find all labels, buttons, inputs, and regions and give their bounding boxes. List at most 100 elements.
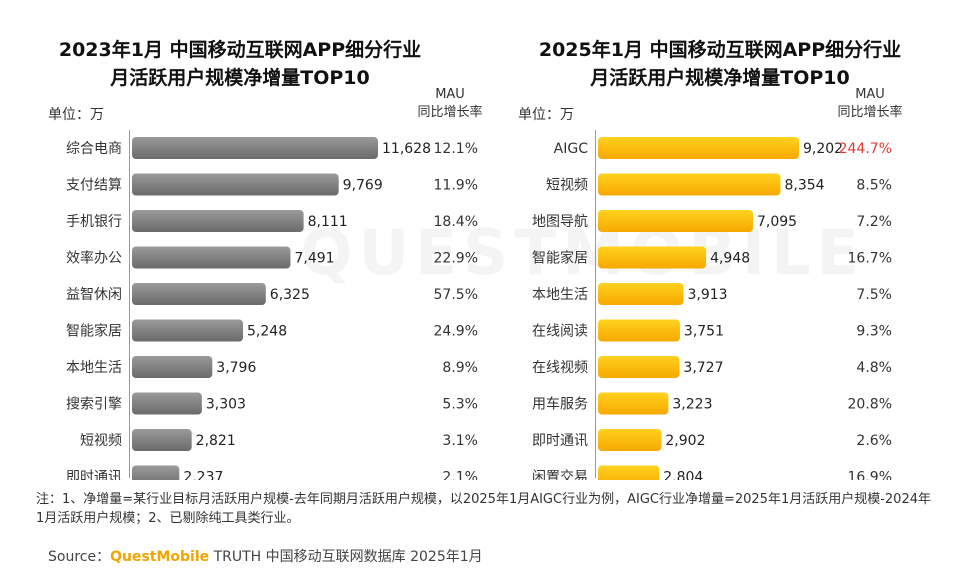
value-label: 3,303 bbox=[206, 397, 246, 413]
value-label: 9,202 bbox=[803, 141, 843, 157]
value-label: 11,628 bbox=[382, 141, 431, 157]
source-prefix: Source： bbox=[48, 549, 111, 565]
value-label: 8,111 bbox=[308, 214, 348, 230]
footnote: 注：1、净增量=某行业目标月活跃用户规模-去年同期月活跃用户规模，以2025年1… bbox=[36, 492, 931, 526]
unit-label: 单位：万 bbox=[518, 107, 574, 123]
growth-label: 16.9% bbox=[848, 470, 892, 481]
bar bbox=[598, 137, 800, 159]
bar-chart-2023: 综合电商 11,628 12.1% 支付结算 9,769 11.9% 手机银行 8,111 18… bbox=[66, 137, 478, 481]
bar bbox=[132, 246, 291, 269]
value-label: 3,223 bbox=[672, 397, 712, 413]
chart-title: 2025年1月 中国移动互联网APP细分行业 月活跃用户规模净增量TOP10 bbox=[480, 36, 960, 92]
growth-label: 4.8% bbox=[856, 360, 892, 376]
bar bbox=[132, 173, 339, 196]
growth-label: 244.7% bbox=[839, 141, 892, 157]
category-label: 本地生活 bbox=[66, 360, 122, 376]
mau-growth-header: MAU 同比增长率 bbox=[400, 86, 500, 122]
growth-label: 20.8% bbox=[848, 397, 892, 413]
mau-header-line1: MAU bbox=[435, 87, 465, 102]
category-label: 即时通讯 bbox=[66, 470, 122, 481]
growth-label: 12.1% bbox=[434, 141, 478, 157]
growth-label: 8.5% bbox=[856, 178, 892, 194]
category-label: 用车服务 bbox=[532, 396, 588, 413]
growth-label: 9.3% bbox=[856, 324, 892, 340]
value-label: 5,248 bbox=[247, 324, 287, 340]
category-label: 手机银行 bbox=[66, 214, 122, 230]
category-label: 在线视频 bbox=[532, 360, 588, 376]
growth-label: 7.2% bbox=[856, 214, 892, 230]
growth-label: 5.3% bbox=[442, 397, 478, 413]
category-label: AIGC bbox=[554, 141, 589, 157]
watermark: QUESTMOBILE bbox=[300, 216, 865, 289]
growth-label: 2.1% bbox=[442, 470, 478, 481]
chart-panel-2023: 2023年1月 中国移动互联网APP细分行业 月活跃用户规模净增量TOP10 单… bbox=[0, 0, 483, 481]
value-label: 4,948 bbox=[710, 251, 750, 267]
category-label: 综合电商 bbox=[66, 141, 122, 157]
growth-label: 7.5% bbox=[856, 287, 892, 303]
growth-label: 3.1% bbox=[442, 433, 478, 449]
chart-title-line1: 2025年1月 中国移动互联网APP细分行业 bbox=[538, 39, 902, 61]
value-label: 2,804 bbox=[663, 470, 703, 481]
category-label: 短视频 bbox=[80, 433, 122, 449]
mau-header-line1: MAU bbox=[855, 87, 885, 102]
value-label: 3,727 bbox=[683, 360, 723, 376]
growth-label: 16.7% bbox=[848, 251, 892, 267]
mau-header-line2: 同比增长率 bbox=[417, 105, 483, 120]
mau-growth-header: MAU 同比增长率 bbox=[820, 86, 920, 122]
chart-title-line2: 月活跃用户规模净增量TOP10 bbox=[110, 67, 370, 89]
category-label: 效率办公 bbox=[66, 250, 122, 267]
bar bbox=[132, 392, 202, 415]
bar bbox=[132, 465, 180, 480]
bar bbox=[598, 319, 680, 342]
bar bbox=[132, 283, 266, 305]
bar bbox=[598, 246, 707, 269]
chart-panel-2025: 2025年1月 中国移动互联网APP细分行业 月活跃用户规模净增量TOP10 单… bbox=[480, 0, 960, 480]
bar bbox=[132, 210, 304, 232]
category-label: 搜索引擎 bbox=[66, 396, 122, 413]
bar bbox=[598, 210, 753, 232]
bar bbox=[132, 319, 244, 342]
growth-label: 24.9% bbox=[434, 324, 478, 340]
category-label: 在线阅读 bbox=[532, 323, 588, 340]
chart-title-line1: 2023年1月 中国移动互联网APP细分行业 bbox=[58, 39, 422, 61]
growth-label: 57.5% bbox=[434, 287, 478, 303]
category-label: 短视频 bbox=[546, 178, 588, 194]
value-label: 2,821 bbox=[196, 433, 236, 449]
category-label: 支付结算 bbox=[66, 178, 122, 194]
category-label: 本地生活 bbox=[532, 287, 588, 303]
growth-label: 22.9% bbox=[434, 251, 478, 267]
growth-label: 2.6% bbox=[856, 433, 892, 449]
bar bbox=[598, 173, 781, 196]
value-label: 7,491 bbox=[294, 251, 334, 267]
bar bbox=[598, 392, 669, 415]
mau-header-line2: 同比增长率 bbox=[837, 105, 903, 120]
value-label: 7,095 bbox=[757, 214, 797, 230]
bar bbox=[132, 137, 378, 159]
bar bbox=[598, 356, 680, 378]
value-label: 2,902 bbox=[665, 433, 705, 449]
bar bbox=[132, 429, 192, 451]
category-label: 闲置交易 bbox=[532, 469, 588, 481]
growth-label: 8.9% bbox=[442, 360, 478, 376]
category-axis-line bbox=[595, 130, 596, 478]
bar bbox=[598, 465, 660, 480]
unit-label: 单位：万 bbox=[48, 107, 104, 123]
bar bbox=[598, 429, 662, 451]
value-label: 2,237 bbox=[183, 470, 223, 481]
value-label: 3,751 bbox=[684, 324, 724, 340]
source-brand: QuestMobile bbox=[110, 549, 210, 565]
bar bbox=[598, 283, 684, 305]
chart-title: 2023年1月 中国移动互联网APP细分行业 月活跃用户规模净增量TOP10 bbox=[0, 36, 480, 92]
value-label: 6,325 bbox=[270, 287, 310, 303]
bar bbox=[132, 356, 213, 378]
category-axis-line bbox=[129, 130, 130, 478]
growth-label: 11.9% bbox=[434, 178, 478, 194]
value-label: 3,796 bbox=[216, 360, 256, 376]
value-label: 8,354 bbox=[784, 178, 824, 194]
category-label: 益智休闲 bbox=[66, 287, 122, 303]
chart-title-line2: 月活跃用户规模净增量TOP10 bbox=[590, 67, 850, 89]
source-rest: TRUTH 中国移动互联网数据库 2025年1月 bbox=[209, 549, 483, 565]
category-label: 智能家居 bbox=[532, 250, 588, 267]
value-label: 3,913 bbox=[687, 287, 727, 303]
